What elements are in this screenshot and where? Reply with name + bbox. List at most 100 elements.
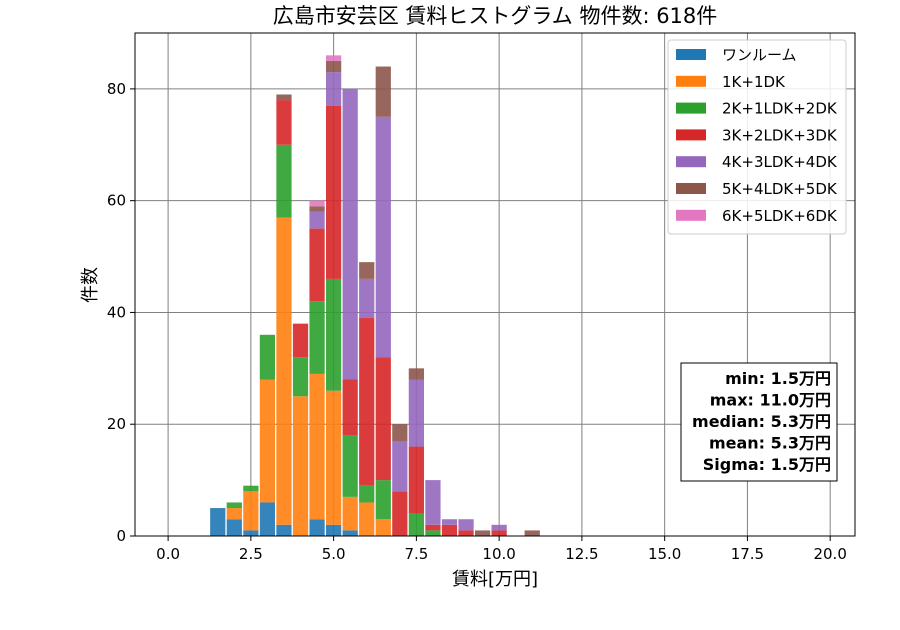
x-tick-label: 10.0: [482, 545, 515, 563]
stats-annotation: min: 1.5万円 max: 11.0万円 median: 5.3万円 mean: …: [680, 362, 838, 482]
bar-segment: [259, 334, 276, 380]
bar-segment: [342, 88, 358, 380]
x-tick-label: 0.0: [156, 545, 180, 563]
bar-segment: [292, 323, 309, 358]
bar-segment: [458, 530, 474, 536]
x-tick-label: 12.5: [565, 545, 598, 563]
legend-swatch: [676, 49, 706, 60]
bar-segment: [276, 217, 292, 525]
legend-label: 1K+1DK: [722, 73, 786, 91]
legend-swatch: [676, 209, 706, 221]
bar-segment: [375, 66, 391, 117]
legend-swatch: [676, 75, 706, 87]
bar-segment: [226, 502, 242, 509]
stats-line: max: 11.0万円: [710, 391, 831, 410]
bar-segment: [408, 446, 424, 514]
bar-segment: [375, 357, 391, 481]
bar-segment: [408, 379, 424, 447]
bar-segment: [375, 519, 391, 536]
stats-line: min: 1.5万円: [725, 369, 831, 388]
bar-segment: [326, 60, 342, 73]
bar-segment: [425, 480, 441, 525]
x-tick-label: 20.0: [813, 545, 846, 563]
x-tick-label: 7.5: [404, 545, 428, 563]
bar-segment: [326, 105, 342, 279]
legend-label: ワンルーム: [722, 46, 797, 64]
legend-swatch: [676, 102, 706, 114]
bar-segment: [359, 262, 375, 279]
bar-segment: [359, 485, 375, 503]
x-tick-label: 17.5: [731, 545, 764, 563]
bar-segment: [425, 530, 441, 536]
legend-swatch: [676, 129, 706, 141]
chart-title: 広島市安芸区 賃料ヒストグラム 物件数: 618件: [273, 4, 718, 28]
bar-segment: [243, 485, 259, 492]
stats-line: mean: 5.3万円: [709, 434, 831, 453]
legend-label: 2K+1LDK+2DK: [722, 100, 838, 118]
legend: ワンルーム 1K+1DK 2K+1LDK+2DK 3K+2LDK+3DK 4K+3LDK…: [667, 39, 847, 235]
bar-segment: [226, 508, 242, 520]
bar-segment: [342, 530, 358, 536]
bar-segment: [326, 390, 342, 525]
bar-segment: [408, 368, 424, 380]
bar-segment: [309, 519, 325, 536]
y-tick-label: 20: [107, 415, 126, 433]
y-tick-label: 0: [116, 527, 126, 545]
bars: [210, 55, 540, 536]
y-tick-label: 80: [107, 80, 126, 98]
bar-segment: [408, 513, 424, 536]
bar-segment: [359, 502, 375, 536]
bar-segment: [243, 491, 259, 531]
legend-frame: [667, 39, 847, 235]
y-axis-label: 件数: [80, 267, 101, 303]
bar-segment: [309, 373, 325, 520]
bar-segment: [524, 530, 540, 536]
bar-segment: [259, 502, 276, 536]
bar-segment: [359, 318, 375, 486]
bar-segment: [292, 396, 309, 536]
stats-box: [680, 362, 838, 482]
bar-segment: [441, 524, 458, 536]
y-tick-label: 60: [107, 192, 126, 210]
stats-line: median: 5.3万円: [692, 412, 831, 431]
legend-swatch: [676, 156, 706, 168]
bar-segment: [458, 519, 474, 531]
bar-segment: [326, 55, 342, 61]
bar-segment: [326, 278, 342, 391]
bar-segment: [375, 116, 391, 358]
x-tick-label: 5.0: [322, 545, 346, 563]
bar-segment: [226, 519, 242, 536]
bar-segment: [259, 379, 276, 503]
legend-swatch: [676, 183, 706, 194]
bar-segment: [425, 524, 441, 531]
legend-label: 4K+3LDK+4DK: [722, 153, 838, 171]
bar-segment: [342, 435, 358, 497]
bar-segment: [292, 357, 309, 397]
bar-segment: [326, 72, 342, 106]
x-tick-label: 15.0: [648, 545, 681, 563]
bar-segment: [392, 424, 408, 441]
bar-segment: [359, 278, 375, 319]
bar-segment: [441, 519, 458, 525]
stats-line: Sigma: 1.5万円: [703, 455, 831, 474]
bar-segment: [309, 301, 325, 374]
plot-frame: [134, 32, 856, 537]
y-tick-label: 40: [107, 303, 126, 321]
legend-label: 5K+4LDK+5DK: [722, 180, 838, 198]
legend-label: 6K+5LDK+6DK: [722, 207, 838, 225]
bar-segment: [491, 530, 507, 536]
axis-ticks: 0.0 2.5 5.0 7.5 10.0 12.5 15.0 17.5 20.0 0 20 40 60 8…: [107, 80, 847, 563]
bar-segment: [309, 211, 325, 229]
bar-segment: [342, 379, 358, 436]
bar-segment: [210, 508, 226, 536]
bar-segment: [276, 94, 292, 101]
bar-segment: [276, 144, 292, 218]
bar-segment: [309, 200, 325, 207]
bar-segment: [491, 524, 507, 531]
bar-segment: [342, 496, 358, 531]
bar-segment: [243, 530, 259, 536]
x-axis-label: 賃料[万円]: [452, 569, 538, 590]
bar-segment: [392, 440, 408, 492]
bar-segment: [276, 100, 292, 145]
